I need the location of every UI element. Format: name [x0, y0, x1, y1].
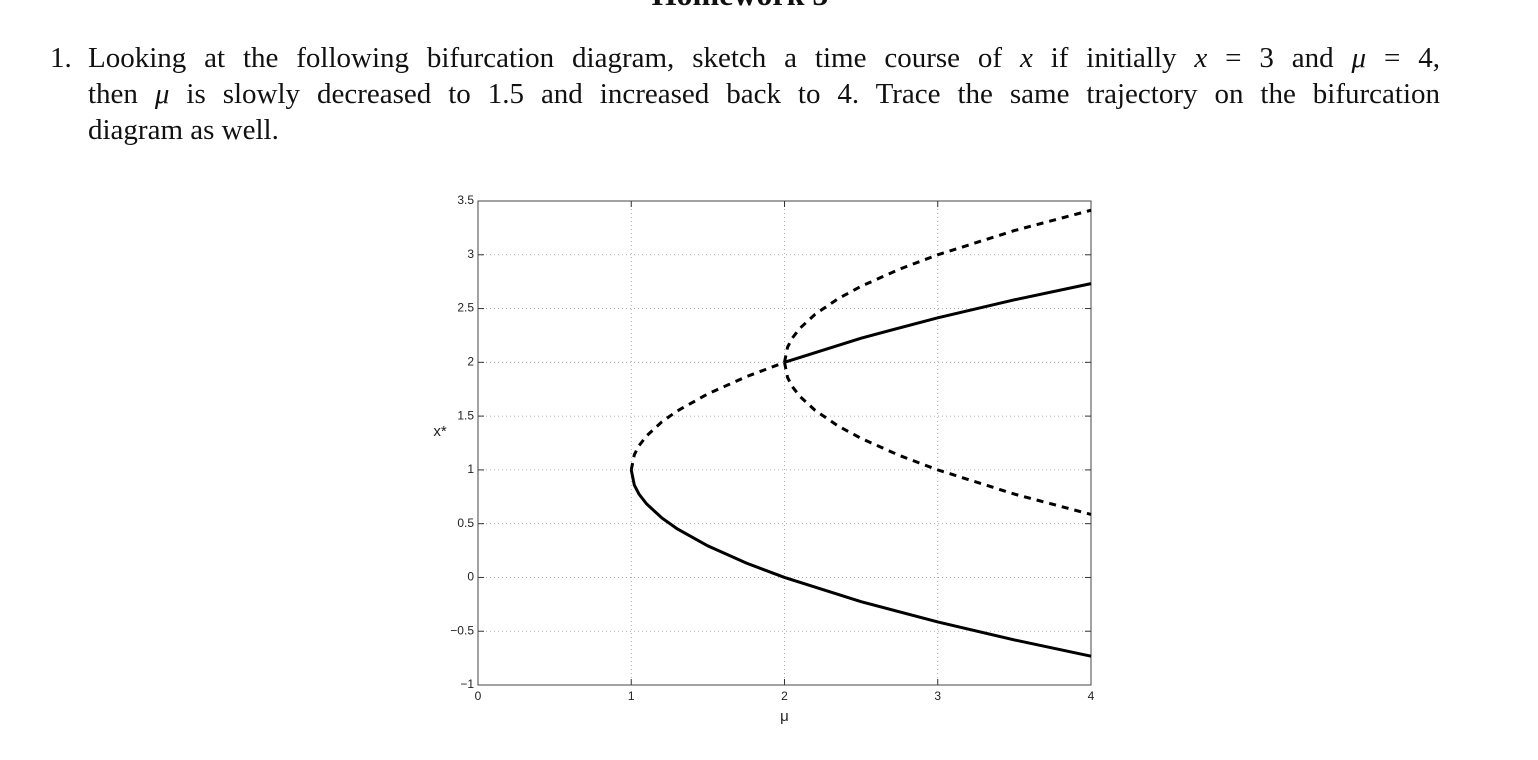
x-tick-label: 0	[475, 689, 482, 703]
problem-number: 1.	[50, 42, 72, 74]
y-tick-label: 0	[467, 570, 474, 584]
y-tick-label: 0.5	[457, 516, 474, 530]
text: Looking at the following bifurcation dia…	[88, 42, 1020, 74]
y-tick-label: 3	[467, 247, 474, 261]
y-tick-label: 1	[467, 462, 474, 476]
text: then	[88, 78, 155, 110]
curve	[629, 469, 1092, 658]
x-tick-label: 1	[628, 689, 635, 703]
curve	[784, 282, 1092, 364]
x-tick-label: 4	[1088, 689, 1095, 703]
text: diagram as well.	[88, 114, 279, 146]
y-tick-label: 2	[467, 355, 474, 369]
y-tick-label: 3.5	[457, 193, 474, 207]
text-line: diagram as well.	[88, 114, 1440, 147]
text-line: Looking at the following bifurcation dia…	[88, 42, 1440, 75]
text: is slowly decreased to 1.5 and increased…	[169, 78, 1440, 110]
y-tick-label: 2.5	[457, 301, 474, 315]
y-axis-label: x*	[433, 423, 447, 440]
math: x	[1019, 42, 1033, 74]
math: μ	[1351, 42, 1367, 74]
text: = 4,	[1366, 42, 1440, 74]
curve	[783, 208, 1092, 363]
curve	[783, 362, 1092, 516]
text-line: then μ is slowly decreased to 1.5 and in…	[88, 78, 1440, 111]
y-tick-label: 1.5	[457, 408, 474, 422]
curve	[629, 360, 786, 471]
x-tick-label: 3	[934, 689, 941, 703]
x-tick-label: 2	[781, 689, 788, 703]
math: μ	[154, 78, 170, 110]
plot-frame	[477, 200, 1092, 686]
y-tick-label: −0.5	[450, 623, 474, 637]
text: = 3 and	[1207, 42, 1352, 74]
text: if initially	[1032, 42, 1195, 74]
x-axis-label: μ	[780, 708, 789, 725]
y-tick-label: −1	[460, 677, 474, 691]
math: x	[1194, 42, 1208, 74]
page-title: Homework 5	[0, 0, 1480, 13]
